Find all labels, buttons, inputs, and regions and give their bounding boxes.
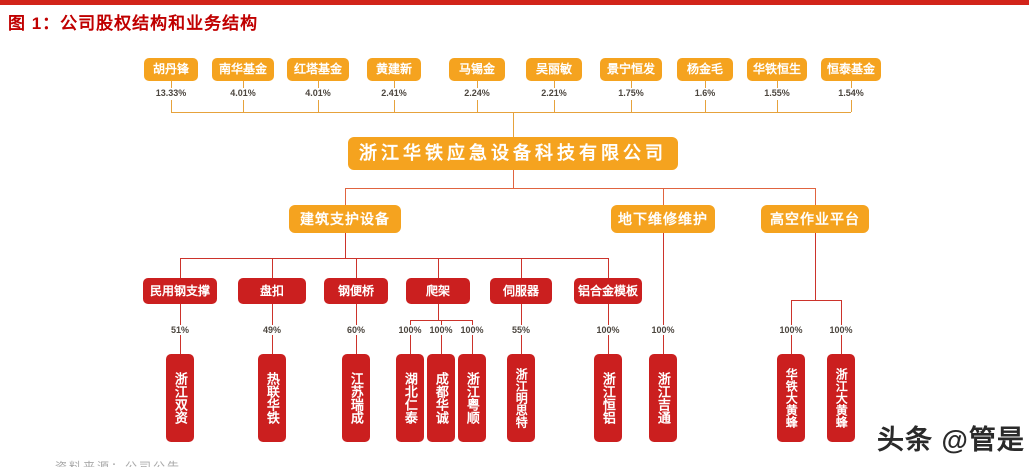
connector-line (663, 233, 664, 354)
connector-line (521, 258, 522, 278)
connector-line (705, 100, 706, 112)
connector-line (554, 81, 555, 89)
product-box: 爬架 (406, 278, 470, 304)
connector-line (438, 304, 439, 320)
stake-label: 1.54% (835, 88, 867, 98)
figure-title: 图 1：公司股权结构和业务结构 (8, 14, 259, 33)
connector-line (777, 100, 778, 112)
connector-line (243, 81, 244, 89)
stake-label: 2.24% (461, 88, 493, 98)
segment-box: 建筑支护设备 (289, 205, 401, 233)
connector-line (815, 188, 816, 205)
stake-label: 1.6% (691, 88, 719, 98)
stake-label: 51% (167, 325, 193, 335)
stake-label: 100% (648, 325, 678, 335)
connector-line (513, 170, 514, 188)
stake-label: 100% (426, 325, 456, 335)
watermark: 头条 @管是 (877, 425, 1025, 455)
connector-line (171, 112, 851, 113)
connector-line (345, 188, 815, 189)
shareholder-box: 恒泰基金 (821, 58, 881, 81)
subsidiary-box: 浙江粤顺 (458, 354, 486, 442)
segment-box: 地下维修维护 (611, 205, 715, 233)
connector-line (438, 258, 439, 278)
connector-line (394, 100, 395, 112)
stake-label: 1.75% (615, 88, 647, 98)
stake-label: 100% (457, 325, 487, 335)
subsidiary-box: 浙江双资 (166, 354, 194, 442)
connector-line (608, 258, 609, 278)
connector-line (180, 258, 608, 259)
subsidiary-box: 浙江明思特 (507, 354, 535, 442)
product-box: 伺服器 (490, 278, 552, 304)
stake-label: 2.21% (538, 88, 570, 98)
connector-line (394, 81, 395, 89)
connector-line (171, 81, 172, 89)
subsidiary-box: 江苏瑞成 (342, 354, 370, 442)
subsidiary-box: 浙江吉通 (649, 354, 677, 442)
stake-label: 100% (593, 325, 623, 335)
shareholder-box: 红塔基金 (287, 58, 349, 81)
connector-line (318, 81, 319, 89)
connector-line (477, 81, 478, 89)
connector-line (631, 100, 632, 112)
connector-line (791, 300, 841, 301)
connector-line (345, 233, 346, 258)
connector-line (777, 81, 778, 89)
connector-line (171, 100, 172, 112)
connector-line (318, 100, 319, 112)
connector-line (477, 100, 478, 112)
stake-label: 13.33% (152, 88, 190, 98)
connector-line (180, 258, 181, 278)
shareholder-box: 华铁恒生 (747, 58, 807, 81)
connector-line (815, 233, 816, 300)
top-accent-bar (0, 0, 1029, 5)
stake-label: 100% (776, 325, 806, 335)
stake-label: 60% (343, 325, 369, 335)
connector-line (851, 100, 852, 112)
stake-label: 1.55% (761, 88, 793, 98)
connector-line (272, 258, 273, 278)
subsidiary-box: 浙江恒铝 (594, 354, 622, 442)
connector-line (441, 320, 442, 354)
stake-label: 55% (508, 325, 534, 335)
connector-line (663, 188, 664, 205)
stake-label: 100% (395, 325, 425, 335)
connector-line (554, 100, 555, 112)
product-box: 铝合金模板 (574, 278, 642, 304)
stake-label: 4.01% (302, 88, 334, 98)
shareholder-box: 吴丽敏 (526, 58, 582, 81)
subsidiary-box: 热联华铁 (258, 354, 286, 442)
stake-label: 4.01% (227, 88, 259, 98)
shareholder-box: 景宁恒发 (600, 58, 662, 81)
connector-line (851, 81, 852, 89)
stake-label: 2.41% (378, 88, 410, 98)
connector-line (243, 100, 244, 112)
source-caption: 资料来源：公司公告， (55, 460, 196, 467)
subsidiary-box: 华铁大黄蜂 (777, 354, 805, 442)
subsidiary-box: 湖北仁泰 (396, 354, 424, 442)
shareholder-box: 马锡金 (449, 58, 505, 81)
shareholder-box: 胡丹锋 (144, 58, 198, 81)
connector-line (705, 81, 706, 89)
parent-company-box: 浙江华铁应急设备科技有限公司 (348, 137, 678, 170)
product-box: 盘扣 (238, 278, 306, 304)
connector-line (356, 258, 357, 278)
connector-line (410, 320, 411, 354)
connector-line (513, 112, 514, 137)
shareholder-box: 南华基金 (212, 58, 274, 81)
shareholder-box: 杨金毛 (677, 58, 733, 81)
connector-line (631, 81, 632, 89)
subsidiary-box: 成都华诚 (427, 354, 455, 442)
shareholder-box: 黄建新 (367, 58, 421, 81)
connector-line (345, 188, 346, 205)
product-box: 民用钢支撑 (143, 278, 217, 304)
product-box: 钢便桥 (324, 278, 388, 304)
stake-label: 100% (826, 325, 856, 335)
subsidiary-box: 浙江大黄蜂 (827, 354, 855, 442)
stake-label: 49% (259, 325, 285, 335)
segment-box: 高空作业平台 (761, 205, 869, 233)
connector-line (472, 320, 473, 354)
